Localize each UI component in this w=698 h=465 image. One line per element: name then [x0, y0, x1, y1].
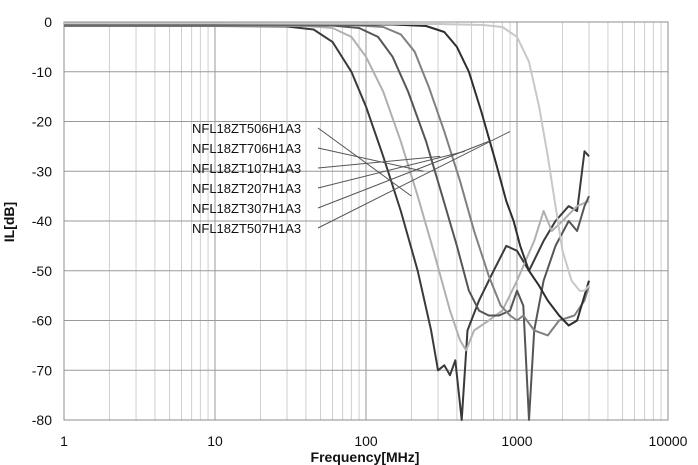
legend-leader-line: [317, 140, 489, 209]
legend-leader-line: [317, 131, 511, 229]
y-tick-label: 0: [44, 14, 52, 30]
legend-leader-line: [317, 127, 412, 197]
x-tick-label: 1000: [501, 433, 532, 449]
y-tick-label: -50: [32, 263, 52, 279]
series-line-4: [64, 23, 590, 337]
x-axis-title: Frequency[MHz]: [311, 449, 420, 465]
series-line-1: [64, 25, 590, 421]
series-line-2: [64, 24, 590, 352]
legend-leader-line: [317, 155, 441, 169]
y-tick-label: -10: [32, 64, 52, 80]
grid: [63, 21, 668, 421]
x-tick-label: 100: [354, 433, 378, 449]
x-tick-label: 1: [60, 433, 68, 449]
series-line-3: [64, 24, 590, 421]
y-tick-label: -40: [32, 213, 52, 229]
x-tick-label: 10000: [649, 433, 688, 449]
plot-area: [63, 21, 669, 421]
y-axis-title: IL[dB]: [1, 202, 17, 242]
series-line-6: [64, 22, 590, 292]
series-line-5: [64, 23, 590, 327]
legend-leader-line: [317, 150, 465, 189]
series-layer: [64, 22, 590, 421]
legend-leader-line: [317, 147, 424, 172]
y-tick-label: -70: [32, 362, 52, 378]
y-tick-label: -20: [32, 114, 52, 130]
legend-label: NFL18ZT107H1A3: [192, 161, 301, 176]
x-tick-label: 10: [207, 433, 223, 449]
legend-leader-layer: [317, 127, 511, 229]
y-tick-label: -80: [32, 412, 52, 428]
legend-label: NFL18ZT507H1A3: [192, 221, 301, 236]
legend-label: NFL18ZT706H1A3: [192, 141, 301, 156]
legend: NFL18ZT506H1A3 NFL18ZT706H1A3 NFL18ZT107H1…: [192, 121, 301, 236]
y-tick-label: -60: [32, 313, 52, 329]
tick-labels: 0 -10 -20 -30 -40 -50 -60 -70 -80 1 10 100 1000 10000: [32, 14, 688, 449]
legend-label: NFL18ZT207H1A3: [192, 181, 301, 196]
legend-label: NFL18ZT307H1A3: [192, 201, 301, 216]
legend-label: NFL18ZT506H1A3: [192, 121, 301, 136]
y-tick-label: -30: [32, 163, 52, 179]
